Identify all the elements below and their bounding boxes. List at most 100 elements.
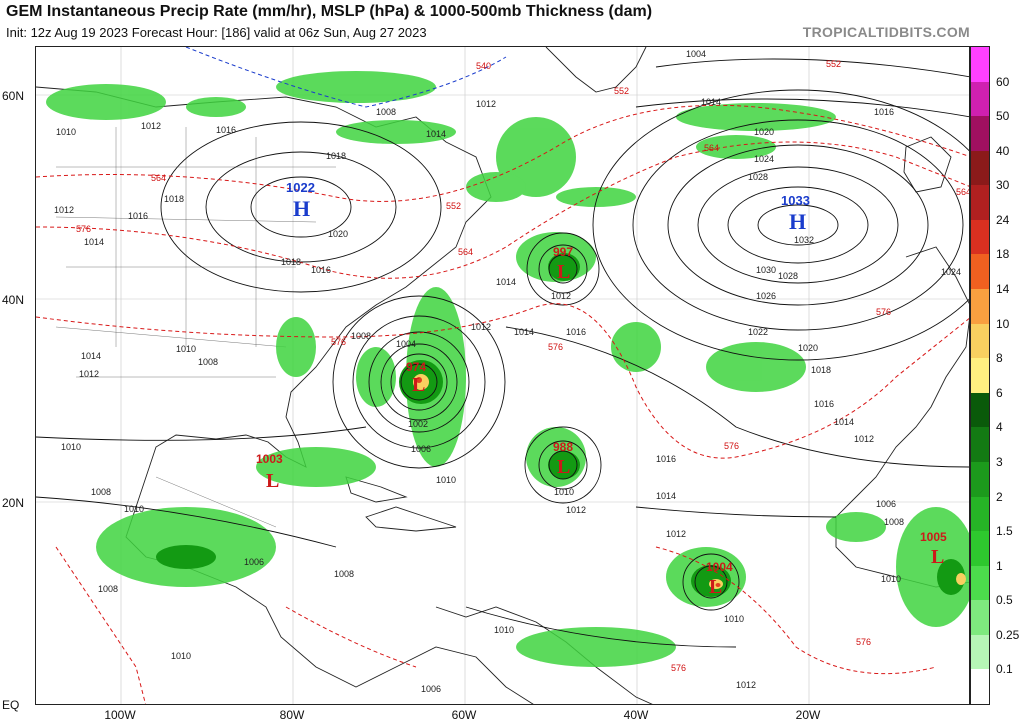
lon-label-80w: 80W	[279, 708, 305, 722]
colorbar-segment	[971, 392, 989, 428]
isobar-label: 1010	[176, 344, 196, 354]
precip-shading	[46, 71, 969, 667]
isobar-label: 1008	[198, 357, 218, 367]
isobar-label: 1010	[56, 127, 76, 137]
isobar-label: 1028	[778, 271, 798, 281]
colorbar-tick-label: 2	[996, 489, 1003, 504]
isobar-label: 1022	[748, 327, 768, 337]
isobar-label: 1024	[941, 267, 961, 277]
colorbar-tick-label: 8	[996, 351, 1003, 366]
colorbar-segment	[971, 185, 989, 221]
thickness-label: 576	[548, 342, 563, 352]
thickness-label: 576	[671, 663, 686, 673]
isobar-label: 1020	[798, 343, 818, 353]
colorbar-segment	[971, 565, 989, 601]
isobar-label: 1016	[814, 399, 834, 409]
isobar-label: 1008	[884, 517, 904, 527]
thickness-label: 552	[614, 86, 629, 96]
weather-map: 1010 1012 1012 1014 1008 1014 1016 1020 …	[35, 46, 970, 705]
colorbar-tick-label: 0.25	[996, 627, 1020, 642]
isobar-label: 1024	[754, 154, 774, 164]
colorbar-segment	[971, 219, 989, 255]
isobar-label: 1008	[334, 569, 354, 579]
thickness-label: 576	[876, 307, 891, 317]
low-symbol: L	[412, 374, 425, 396]
pressure-value: 1003	[256, 452, 283, 466]
thickness-label: 540	[476, 61, 491, 71]
thickness-540-line	[185, 47, 507, 108]
isobar-label: 1016	[566, 327, 586, 337]
colorbar-tick-label: 0.1	[996, 662, 1013, 677]
low-center-997: 997 L	[553, 245, 573, 283]
pressure-value: 1022	[286, 180, 315, 195]
isobar-label: 1008	[98, 584, 118, 594]
pressure-value: 974	[406, 360, 426, 374]
isobar-label: 1018	[811, 365, 831, 375]
colorbar-segment	[971, 289, 989, 325]
lon-label-40w: 40W	[623, 708, 649, 722]
isobar-label: 1018	[281, 257, 301, 267]
graticule	[36, 47, 969, 704]
isobar-label: 1012	[79, 369, 99, 379]
colorbar-segment	[971, 358, 989, 394]
lon-label-60w: 60W	[451, 708, 477, 722]
isobar-label: 1016	[128, 211, 148, 221]
colorbar-tick-label: 50	[996, 109, 1010, 124]
thickness-label: 552	[446, 201, 461, 211]
isobar-label: 1012	[471, 322, 491, 332]
lat-label-eq: EQ	[2, 698, 20, 712]
isobar-label: 1010	[171, 651, 191, 661]
colorbar-segment	[971, 531, 989, 567]
pressure-value: 1005	[920, 530, 947, 544]
colorbar-segment	[971, 81, 989, 117]
colorbar-segment	[971, 634, 989, 670]
pressure-centers: 1022 H 1033 H 997 L 974 L 988 L 1003 L	[256, 180, 947, 598]
pressure-value: 988	[553, 440, 573, 454]
map-header: GEM Instantaneous Precip Rate (mm/hr), M…	[0, 0, 1024, 46]
isobar-label: 1008	[351, 331, 371, 341]
isobars	[36, 58, 969, 648]
colorbar-segment	[971, 116, 989, 152]
colorbar-tick-label: 3	[996, 454, 1003, 469]
high-symbol: H	[789, 209, 806, 234]
colorbar-segment	[971, 47, 989, 83]
lon-label-100w: 100W	[104, 708, 136, 722]
low-symbol: L	[266, 470, 279, 492]
isobar-label: 1010	[61, 442, 81, 452]
pressure-value: 997	[553, 245, 573, 259]
isobar-label: 1014	[701, 97, 721, 107]
low-symbol: L	[709, 576, 722, 598]
thickness-label: 564	[458, 247, 473, 257]
pressure-value: 1004	[706, 560, 733, 574]
isobar-label: 1020	[328, 229, 348, 239]
isobar-label: 1012	[566, 505, 586, 515]
thickness-label: 576	[76, 224, 91, 234]
isobar-label: 1030	[756, 265, 776, 275]
isobar-label: 1006	[411, 444, 431, 454]
low-center-988: 988 L	[553, 440, 573, 478]
colorbar-segment	[971, 600, 989, 636]
thickness-label: 564	[704, 143, 719, 153]
thickness-label: 576	[724, 441, 739, 451]
colorbar-tick-label: 6	[996, 385, 1003, 400]
low-center-1003: 1003 L	[256, 452, 283, 492]
lon-label-20w: 20W	[795, 708, 821, 722]
isobar-label: 1010	[881, 574, 901, 584]
isobar-label: 1018	[326, 151, 346, 161]
isobar-label: 1014	[514, 327, 534, 337]
isobar-label: 1016	[311, 265, 331, 275]
isobar-label: 1014	[656, 491, 676, 501]
borders	[55, 127, 336, 528]
low-symbol: L	[557, 261, 570, 283]
thickness-labels: 564 576 552 564 576 576 552 552 564 564 …	[76, 59, 969, 673]
high-center-1022: 1022 H	[286, 180, 315, 221]
colorbar-segment	[971, 427, 989, 463]
colorbar-segment	[971, 496, 989, 532]
colorbar-tick-label: 1	[996, 558, 1003, 573]
isobar-labels: 1010 1012 1012 1014 1008 1014 1016 1020 …	[54, 49, 961, 694]
isobar-label: 1032	[794, 235, 814, 245]
isobar-label: 1012	[854, 434, 874, 444]
colorbar-tick-label: 60	[996, 74, 1010, 89]
isobar-label: 1010	[554, 487, 574, 497]
colorbar-segment	[971, 254, 989, 290]
